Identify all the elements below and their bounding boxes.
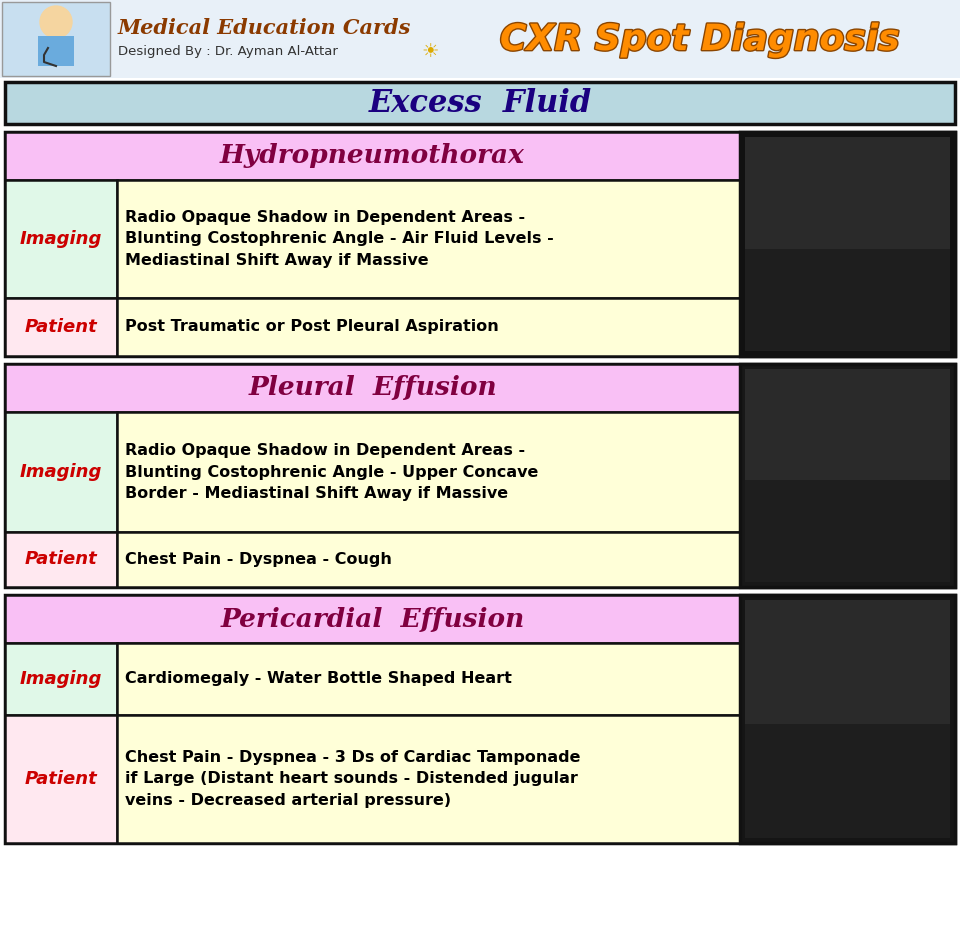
Text: Imaging: Imaging [20,463,102,481]
Text: CXR Spot Diagnosis: CXR Spot Diagnosis [500,23,900,57]
Bar [117,298,740,356]
Text: Cardiomegaly - Water Bottle Shaped Heart: Cardiomegaly - Water Bottle Shaped Heart [125,672,512,687]
Bar [5,364,740,412]
Text: ☀: ☀ [421,43,439,62]
Text: Imaging: Imaging [20,670,102,688]
Bar [5,643,117,715]
Text: Hydropneumothorax: Hydropneumothorax [220,144,525,169]
Text: Patient: Patient [25,318,97,336]
Text: CXR Spot Diagnosis: CXR Spot Diagnosis [500,23,900,57]
Bar [2,2,110,76]
Bar [5,364,955,587]
Text: Pleural  Effusion: Pleural Effusion [249,375,497,400]
Text: Radio Opaque Shadow in Dependent Areas -
Blunting Costophrenic Angle - Upper Con: Radio Opaque Shadow in Dependent Areas -… [125,443,539,501]
Bar [117,412,740,532]
Bar [745,600,950,838]
Text: Chest Pain - Dyspnea - 3 Ds of Cardiac Tamponade
if Large (Distant heart sounds : Chest Pain - Dyspnea - 3 Ds of Cardiac T… [125,750,581,808]
Bar [5,532,117,587]
Text: Excess  Fluid: Excess Fluid [369,88,591,118]
Text: Radio Opaque Shadow in Dependent Areas -
Blunting Costophrenic Angle - Air Fluid: Radio Opaque Shadow in Dependent Areas -… [125,210,554,268]
Bar [745,137,950,351]
Circle shape [40,6,72,38]
Bar [740,132,955,356]
Text: Patient: Patient [25,550,97,568]
Text: Post Traumatic or Post Pleural Aspiration: Post Traumatic or Post Pleural Aspiratio… [125,319,499,335]
Bar [5,298,117,356]
Bar [5,595,740,643]
Bar [0,0,960,78]
Bar [5,715,117,843]
Bar [745,600,950,724]
Text: Designed By : Dr. Ayman Al-Attar: Designed By : Dr. Ayman Al-Attar [118,46,338,59]
Bar [38,36,74,66]
Text: Pericardial  Effusion: Pericardial Effusion [221,606,524,632]
Bar [5,180,117,298]
Bar [117,715,740,843]
Bar [745,369,950,480]
Bar [5,82,955,124]
Bar [117,180,740,298]
Bar [117,532,740,587]
Bar [5,132,740,180]
Bar [5,132,955,356]
Text: Imaging: Imaging [20,230,102,248]
Text: Patient: Patient [25,770,97,788]
Bar [117,643,740,715]
Text: Medical Education Cards: Medical Education Cards [118,18,412,38]
Bar [740,364,955,587]
Bar [740,595,955,843]
Bar [745,369,950,582]
Bar [5,595,955,843]
Bar [745,137,950,249]
Bar [5,412,117,532]
Text: Chest Pain - Dyspnea - Cough: Chest Pain - Dyspnea - Cough [125,552,392,567]
